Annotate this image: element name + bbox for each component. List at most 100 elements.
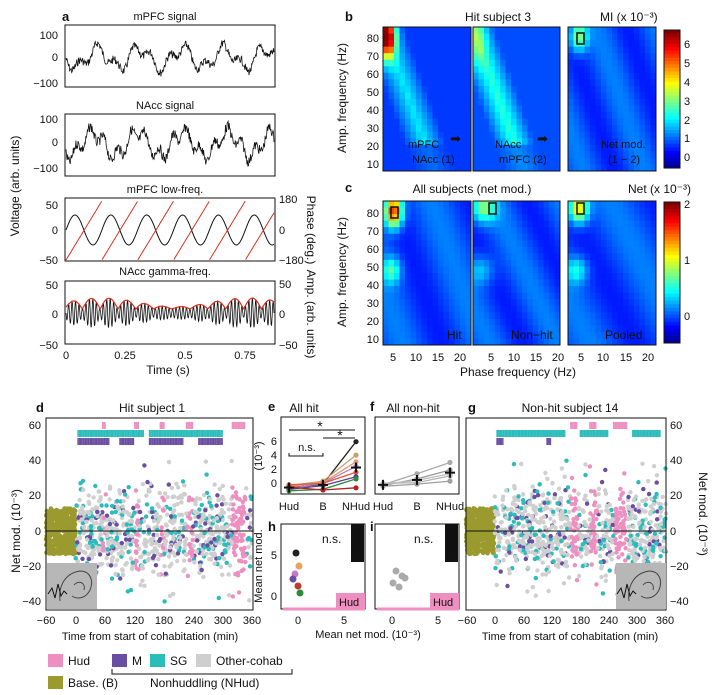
b-map-2-cell <box>527 79 534 87</box>
c-colorbar-segment <box>664 332 680 337</box>
b-map-2-cell <box>554 118 561 126</box>
c-map-1-cell <box>465 266 472 274</box>
c-map-1-cell <box>399 207 406 215</box>
c-map-3-cell <box>606 318 613 326</box>
c-map-3-cell <box>573 259 580 267</box>
c-map-2-cell <box>538 299 545 307</box>
c-map-1-cell <box>427 266 433 274</box>
d-ytick-40: 40 <box>29 455 41 467</box>
c-map-2-cell <box>505 292 512 300</box>
c-map-3-cell <box>645 312 651 320</box>
c-map-2-cell <box>521 240 528 248</box>
b-map-2-cell <box>516 118 523 126</box>
nonhuddling-point <box>517 544 523 549</box>
c-map-2-cell <box>473 259 479 267</box>
c-map-1-cell <box>421 338 428 346</box>
b-map-1-cell <box>416 144 422 152</box>
c-map-3-cell <box>650 214 657 222</box>
nonhuddling-point <box>99 503 104 508</box>
a-title-4: NAcc gamma-freq. <box>119 266 211 278</box>
b-map-2-cell <box>532 144 539 152</box>
b-map-1-cell <box>383 99 389 106</box>
c-map-2-cell <box>521 312 528 320</box>
b-map-1-cell <box>388 85 395 93</box>
c-map-1-cell <box>421 299 428 307</box>
b-map-1-cell <box>432 112 439 120</box>
b-map-3-cell <box>579 53 585 61</box>
c-map-1-cell <box>421 331 428 339</box>
c-map-2-cell <box>500 312 507 320</box>
c-map-3-cell <box>601 240 607 248</box>
panel-f-letter: f <box>370 399 375 414</box>
c-map-3-cell <box>601 266 607 274</box>
b-map-2-cell <box>505 85 512 93</box>
huddling-point <box>619 492 624 498</box>
c-map-3-cell <box>584 279 591 287</box>
c3-xtick-20: 20 <box>642 352 654 364</box>
a-title-3: mPFC low-freq. <box>127 184 203 196</box>
c-map-2-cell <box>543 253 550 261</box>
c-map-2-cell <box>489 214 496 222</box>
b-map-2-cell <box>543 118 550 126</box>
nacc-gamma-trace <box>65 298 275 329</box>
b-map-2-cell <box>473 33 479 41</box>
c-map-2-cell <box>473 338 479 346</box>
b-map-1-cell <box>465 33 472 41</box>
data-point <box>353 476 359 482</box>
baseline-point <box>69 535 74 541</box>
c-colorbar-segment <box>664 212 680 217</box>
nonhuddling-point <box>563 559 569 565</box>
c-map-1-cell <box>394 279 400 287</box>
c-map-3-cell <box>606 220 613 228</box>
b-map-1-cell <box>421 53 428 61</box>
b-map-3-cell <box>634 131 640 139</box>
b-map-2-cell <box>532 66 539 74</box>
huddling-point <box>234 509 239 514</box>
b-map-3-cell <box>579 59 585 67</box>
c-map-1-cell <box>443 312 450 320</box>
nonhuddling-point <box>526 512 531 518</box>
b-map-1-cell <box>388 131 395 139</box>
nonhuddling-point <box>179 518 185 523</box>
c-map-3-cell <box>601 292 607 300</box>
b-map-1-cell <box>388 66 395 74</box>
nonhuddling-point <box>204 551 209 557</box>
c-map-1-cell <box>454 266 461 274</box>
nonhuddling-point <box>130 564 135 570</box>
c-map-1-cell <box>427 240 433 248</box>
b-map-3-cell <box>601 112 607 120</box>
b-map-3-cell <box>617 105 624 113</box>
c-map-1-cell <box>388 305 395 313</box>
c-map-3-cell <box>628 312 635 320</box>
nonhuddling-point <box>654 473 660 478</box>
nonhuddling-point <box>576 505 582 511</box>
a3-phase-tick-m180: −180 <box>279 255 304 267</box>
b-max-marker <box>576 32 585 45</box>
c-map-3-cell <box>595 279 602 287</box>
nonhuddling-point <box>107 521 113 527</box>
nonhuddling-point <box>100 510 105 515</box>
c-map-2-cell <box>543 214 550 222</box>
c-map-3-cell <box>573 286 580 294</box>
b-map-1-cell <box>427 85 433 93</box>
b-map-3-cell <box>650 33 657 41</box>
b-map-1-cell <box>421 27 428 34</box>
nonhuddling-point <box>525 589 530 594</box>
b-map-1-cell <box>460 164 466 172</box>
b-map-1-cell <box>416 27 422 34</box>
nonhuddling-point <box>144 493 149 498</box>
c-map-3-cell <box>606 233 613 241</box>
b-map-3-cell <box>628 33 635 41</box>
c-colorbar-segment <box>664 307 680 312</box>
c-map-1-cell <box>432 338 439 346</box>
c-map-1-cell <box>460 207 466 215</box>
b-map-1-cell <box>438 138 444 146</box>
b-map-3-cell <box>606 118 613 126</box>
nonhuddling-point <box>151 532 156 538</box>
c-map-3-cell <box>606 292 613 300</box>
b-map-1-cell <box>432 99 439 106</box>
b-map-1-cell <box>394 125 400 133</box>
b-map-2-cell <box>538 53 545 61</box>
nonhuddling-point <box>126 485 131 490</box>
b-map-3-cell <box>606 27 613 34</box>
